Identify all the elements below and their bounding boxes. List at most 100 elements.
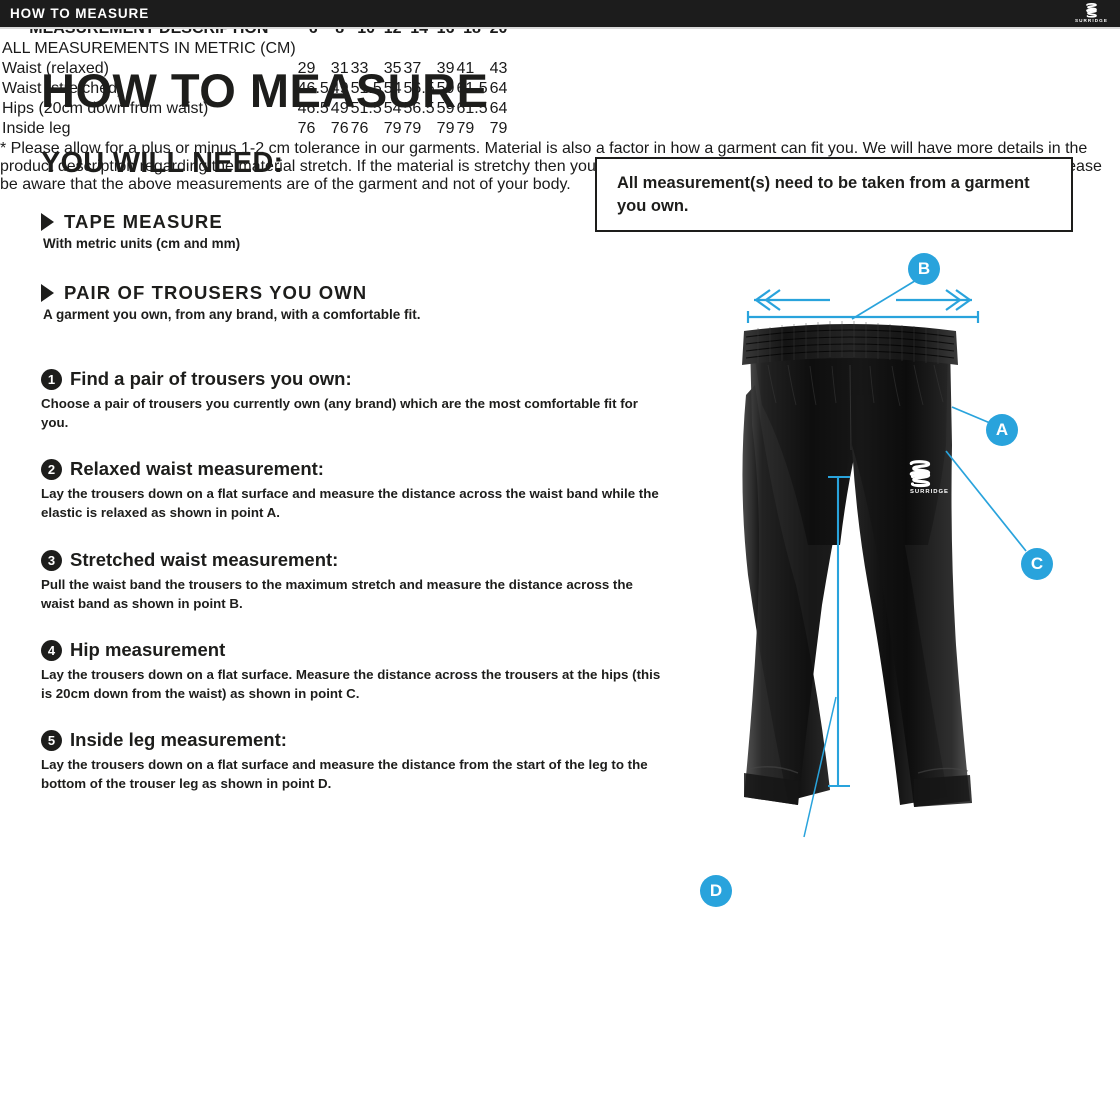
step-1: 1 Find a pair of trousers you own: Choos… [41, 368, 661, 433]
table-cell: 51.5 [350, 80, 382, 97]
table-cell: 37 [403, 60, 422, 77]
need-item-sub: A garment you own, from any brand, with … [43, 307, 421, 322]
table-cell: 54 [383, 100, 402, 117]
step-header: 1 Find a pair of trousers you own: [41, 368, 661, 390]
leader-line-C [945, 450, 1027, 552]
step-body: Lay the trousers down on a flat surface … [41, 486, 659, 520]
dimension-line-D [828, 475, 850, 788]
need-item-sub: With metric units (cm and mm) [43, 236, 241, 251]
step-body: Lay the trousers down on a flat surface.… [41, 667, 661, 701]
callout-box: All measurement(s) need to be taken from… [595, 157, 1073, 232]
step-title: Inside leg measurement: [70, 729, 287, 750]
step-title: Relaxed waist measurement: [70, 458, 324, 479]
table-cell: 56.5 [403, 100, 435, 117]
table-subheader-row: ALL MEASUREMENTS IN METRIC (CM) [2, 40, 507, 58]
callout-text: All measurement(s) need to be taken from… [617, 173, 1030, 215]
measurement-marker-a: A [986, 414, 1018, 446]
table-cell: 46.5 [297, 80, 329, 97]
leader-line-B [851, 278, 919, 320]
table-cell: 61.5 [456, 80, 488, 97]
top-bar-title: HOW TO MEASURE [10, 6, 150, 21]
table-cell [456, 40, 487, 58]
table-row: Waist (relaxed) 29 31 33 35 37 39 41 43 [2, 60, 507, 78]
step-title: Find a pair of trousers you own: [70, 368, 352, 389]
table-cell [437, 40, 455, 58]
table-cell: 49 [330, 80, 349, 97]
table-cell [384, 40, 402, 58]
page-title: HOW TO MEASURE [41, 64, 489, 117]
need-item-title-row: TAPE MEASURE [41, 211, 240, 233]
table-cell: 49 [330, 100, 349, 117]
step-header: 5 Inside leg measurement: [41, 729, 661, 751]
row-label: Inside leg [2, 120, 71, 137]
table-cell: 56.5 [403, 80, 435, 97]
need-item-label: PAIR OF TROUSERS YOU OWN [64, 282, 368, 303]
arrow-right-outward [896, 289, 972, 311]
step-body: Pull the waist band the trousers to the … [41, 577, 633, 611]
table-row: Hips (20cm down from waist) 46.5 49 51.5… [2, 100, 507, 118]
table-cell: 61.5 [456, 100, 488, 117]
table-cell: 79 [456, 120, 475, 137]
dimension-line-B [746, 311, 980, 323]
row-label: Hips (20cm down from waist) [2, 100, 209, 117]
table-cell: 35 [383, 60, 402, 77]
table-cell: 79 [489, 120, 508, 137]
table-cell [331, 40, 349, 58]
step-header: 3 Stretched waist measurement: [41, 549, 661, 571]
step-number-badge: 5 [41, 729, 62, 751]
garment-shape: SURRIDGE [742, 321, 972, 807]
step-body: Choose a pair of trousers you currently … [41, 396, 638, 430]
table-cell [490, 40, 508, 58]
surridge-s-logo-icon [1086, 3, 1097, 18]
step-title: Hip measurement [70, 639, 226, 660]
measurement-annotations [746, 278, 1027, 838]
table-cell: 46.5 [297, 100, 329, 117]
step-4: 4 Hip measurement Lay the trousers down … [41, 639, 661, 704]
svg-text:SURRIDGE: SURRIDGE [910, 489, 949, 495]
garment-surridge-logo: SURRIDGE [909, 460, 949, 495]
you-will-need-heading: YOU WILL NEED: [41, 147, 284, 179]
step-number-badge: 4 [41, 639, 62, 661]
triangle-bullet-icon [41, 213, 54, 231]
triangle-bullet-icon [41, 284, 54, 302]
step-number-badge: 1 [41, 368, 62, 390]
row-label: Waist (relaxed) [2, 60, 109, 77]
table-cell: 41 [456, 60, 475, 77]
brand-wordmark: SURRIDGE [1074, 18, 1108, 24]
table-cell: 43 [489, 60, 508, 77]
table-cell: 54 [383, 80, 402, 97]
table-cell: 59 [436, 80, 455, 97]
table-cell: 79 [436, 120, 455, 137]
size-chart-table: MEASUREMENT DESCRIPTION 6 8 10 12 14 16 … [0, 18, 509, 140]
table-cell: 79 [383, 120, 402, 137]
table-cell: 33 [350, 60, 369, 77]
table-cell: 31 [330, 60, 349, 77]
table-subheader-label: ALL MEASUREMENTS IN METRIC (CM) [2, 40, 296, 57]
arrow-left-outward [754, 289, 830, 311]
table-cell: 76 [297, 120, 316, 137]
table-cell: 64 [489, 80, 508, 97]
step-5: 5 Inside leg measurement: Lay the trouse… [41, 729, 661, 794]
step-title: Stretched waist measurement: [70, 549, 339, 570]
table-cell: 39 [436, 60, 455, 77]
need-item-trousers: PAIR OF TROUSERS YOU OWN A garment you o… [41, 282, 421, 322]
measurement-marker-b: B [908, 253, 940, 285]
row-label: Waist (stretched) [2, 80, 123, 97]
table-row: Waist (stretched) 46.5 49 51.5 54 56.5 5… [2, 80, 507, 98]
leader-line-D [803, 696, 837, 838]
measurement-marker-d: D [700, 875, 732, 907]
brand-logo: SURRIDGE [1075, 3, 1120, 24]
table-cell: 76 [330, 120, 349, 137]
table-cell: 51.5 [350, 100, 382, 117]
table-cell [404, 40, 435, 58]
top-bar-divider [0, 27, 1120, 29]
table-cell [351, 40, 382, 58]
trousers-measurement-diagram: SURRIDGE [700, 245, 1100, 907]
table-cell: 76 [350, 120, 369, 137]
need-item-label: TAPE MEASURE [64, 211, 223, 232]
step-header: 4 Hip measurement [41, 639, 661, 661]
table-row: Inside leg 76 76 76 79 79 79 79 79 [2, 120, 507, 138]
table-cell [298, 40, 329, 58]
step-number-badge: 2 [41, 458, 62, 480]
